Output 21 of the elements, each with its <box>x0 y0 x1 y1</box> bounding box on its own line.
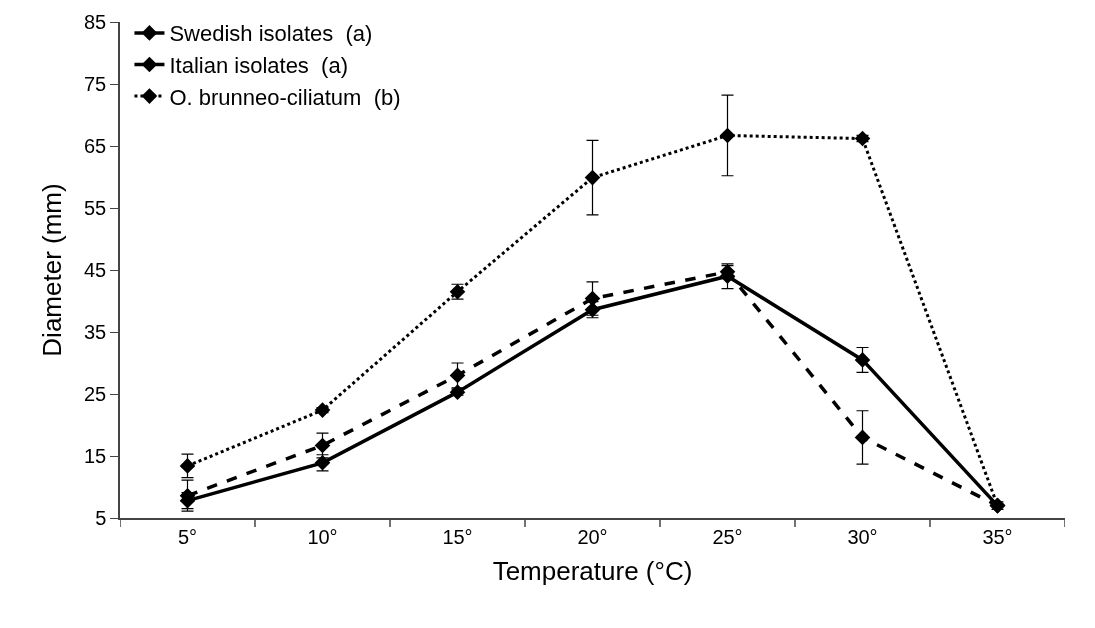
y-tick-label: 85 <box>84 11 107 33</box>
y-tick-label: 35 <box>84 321 107 343</box>
x-tick-label: 15° <box>442 525 473 548</box>
y-tick-label: 25 <box>84 383 107 405</box>
x-tick-label: 35° <box>982 525 1013 548</box>
legend-label: Swedish isolates (a) <box>169 21 373 47</box>
x-tick-label: 30° <box>847 525 878 548</box>
y-tick-label: 15 <box>84 445 107 467</box>
x-tick-label: 5° <box>177 525 198 548</box>
y-axis-title: Diameter (mm) <box>36 183 67 357</box>
x-tick-label: 20° <box>577 525 608 548</box>
legend-label: Italian isolates (a) <box>169 53 348 79</box>
y-tick-label: 45 <box>84 259 107 281</box>
x-tick-label: 10° <box>307 525 338 548</box>
y-tick-label: 55 <box>84 197 107 219</box>
y-tick-label: 65 <box>84 135 107 157</box>
y-tick-label: 5 <box>95 507 107 529</box>
x-axis-title: Temperature (°C) <box>492 555 693 586</box>
legend-label: O. brunneo-ciliatum (b) <box>169 84 401 110</box>
x-tick-label: 25° <box>712 525 743 548</box>
y-tick-label: 75 <box>84 73 107 95</box>
